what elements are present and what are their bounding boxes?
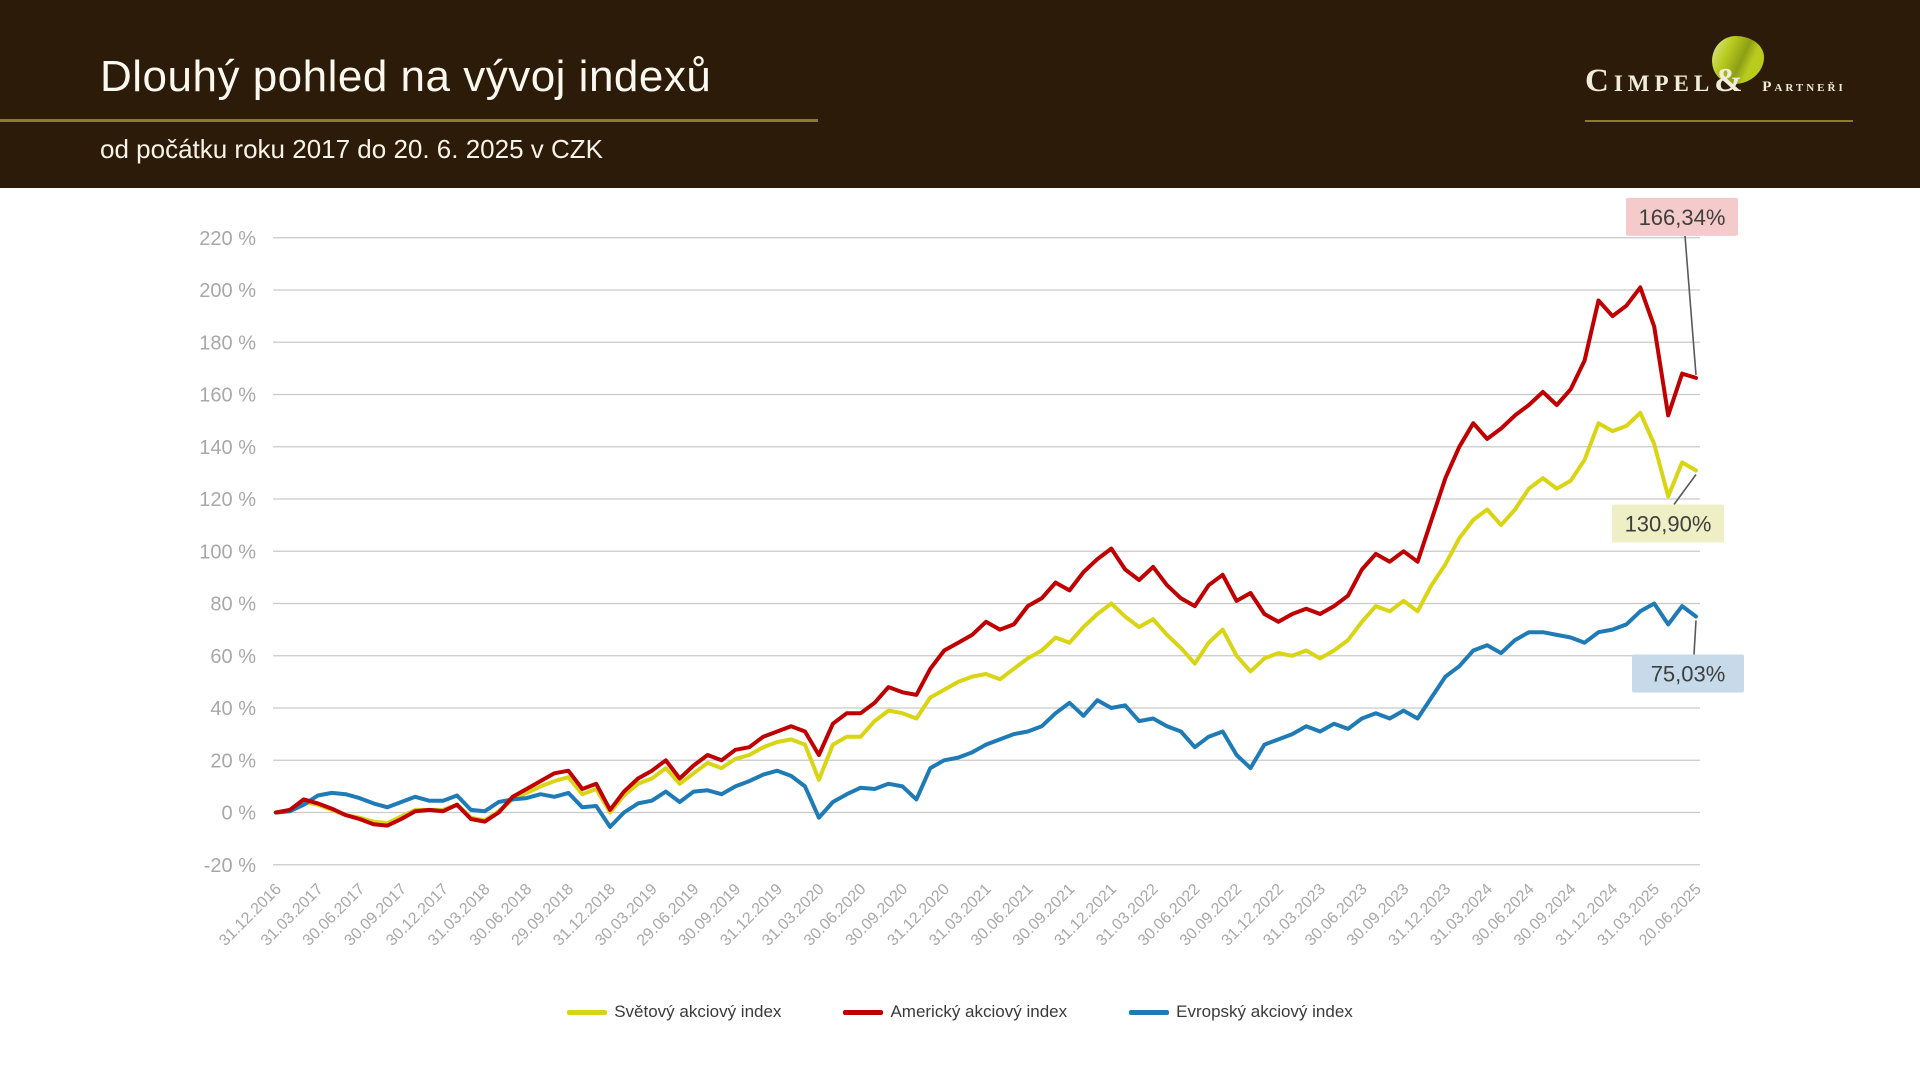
title-underline: [0, 119, 818, 122]
header: Dlouhý pohled na vývoj indexů od počátku…: [0, 0, 1920, 188]
annotation-value: 75,03%: [1651, 661, 1726, 686]
series-line-americky: [274, 285, 1698, 828]
logo-row: Cimpel & Partneři: [1585, 36, 1865, 102]
legend-line-swatch: [843, 1009, 884, 1015]
y-tick-label: 180 %: [199, 332, 256, 354]
y-tick-label: 0 %: [222, 803, 257, 825]
logo-underline: [1585, 120, 1853, 122]
logo-ampersand-wrap: &: [1712, 36, 1765, 102]
chart-legend: Světový akciový index Americký akciový in…: [0, 1002, 1920, 1022]
legend-label: Světový akciový index: [614, 1002, 782, 1021]
y-tick-label: 160 %: [199, 385, 256, 407]
company-logo: Cimpel & Partneři: [1585, 36, 1865, 132]
logo-ampersand: &: [1714, 62, 1743, 99]
annotation-value: 166,34%: [1639, 205, 1726, 230]
y-tick-label: 200 %: [199, 280, 256, 302]
annotation-connector: [1684, 235, 1697, 375]
y-tick-label: 20 %: [210, 750, 256, 772]
annotation-value: 130,90%: [1625, 512, 1712, 537]
legend-item-americky: Americký akciový index: [843, 1002, 1067, 1022]
y-tick-label: 40 %: [210, 698, 256, 720]
y-tick-label: 140 %: [199, 437, 256, 459]
legend-item-evropsky: Evropský akciový index: [1129, 1002, 1353, 1022]
annotation-box: [1626, 197, 1738, 236]
annotation-box: [1632, 654, 1744, 693]
y-tick-label: -20 %: [204, 855, 256, 877]
y-tick-label: 120 %: [199, 489, 256, 511]
legend-label: Americký akciový index: [890, 1002, 1068, 1021]
annotation-connector: [1693, 620, 1697, 655]
page-title: Dlouhý pohled na vývoj indexů: [100, 52, 712, 101]
annotation-box: [1612, 504, 1724, 543]
legend-line-swatch: [1129, 1009, 1170, 1015]
logo-text-cimpel: Cimpel: [1585, 63, 1715, 99]
series-line-svetovy: [274, 410, 1698, 825]
y-tick-label: 220 %: [199, 228, 256, 250]
series-line-evropsky: [274, 601, 1698, 829]
page-subtitle: od počátku roku 2017 do 20. 6. 2025 v CZ…: [100, 134, 604, 164]
y-tick-label: 100 %: [199, 541, 256, 563]
legend-line-swatch: [567, 1009, 608, 1015]
y-tick-label: 60 %: [210, 646, 256, 668]
y-tick-label: 80 %: [210, 594, 256, 616]
logo-text-partneri: Partneři: [1762, 79, 1846, 95]
legend-item-svetovy: Světový akciový index: [567, 1002, 781, 1022]
legend-label: Evropský akciový index: [1176, 1002, 1353, 1021]
annotation-connector: [1673, 474, 1697, 505]
